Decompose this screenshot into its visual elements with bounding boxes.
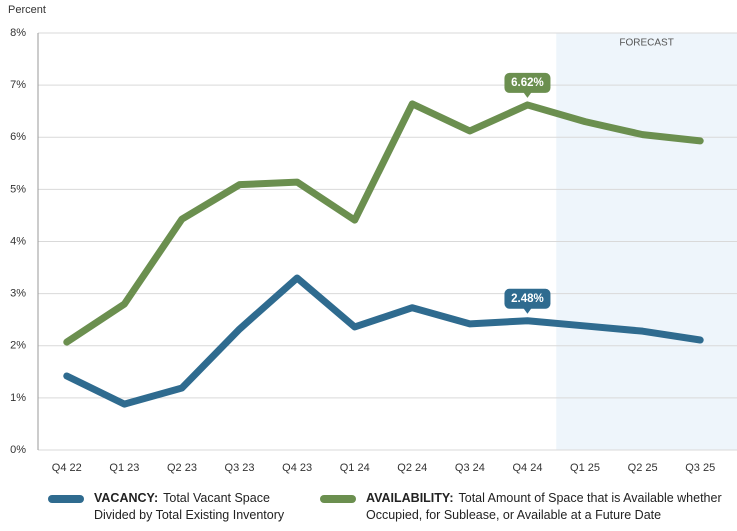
x-tick-label: Q2 24 xyxy=(397,462,427,474)
legend-swatch xyxy=(320,495,356,503)
y-tick-label: 7% xyxy=(10,79,26,91)
data-label-box xyxy=(504,288,551,309)
x-tick-label: Q2 23 xyxy=(167,462,197,474)
y-tick-label: 2% xyxy=(10,340,26,352)
x-tick-label: Q4 22 xyxy=(52,462,82,474)
x-tick-label: Q1 25 xyxy=(570,462,600,474)
y-tick-label: 5% xyxy=(10,183,26,195)
data-label: 6.62% xyxy=(511,77,544,89)
y-tick-label: 8% xyxy=(10,27,26,39)
data-label: 2.48% xyxy=(511,293,544,305)
series-line xyxy=(63,100,704,346)
y-axis-label: Percent xyxy=(8,4,46,16)
x-tick-label: Q4 24 xyxy=(512,462,542,474)
legend-name: AVAILABILITY: xyxy=(366,491,454,505)
x-tick-label: Q1 24 xyxy=(340,462,370,474)
data-label-box xyxy=(504,72,551,93)
y-tick-label: 3% xyxy=(10,288,26,300)
legend-item: AVAILABILITY: Total Amount of Space that … xyxy=(320,490,730,524)
x-tick-label: Q3 24 xyxy=(455,462,485,474)
legend-text: AVAILABILITY: Total Amount of Space that … xyxy=(366,490,730,524)
legend-swatch xyxy=(48,495,84,503)
x-tick-label: Q2 25 xyxy=(628,462,658,474)
legend-item: VACANCY: Total Vacant Space Divided by To… xyxy=(48,490,288,524)
x-tick-label: Q3 25 xyxy=(685,462,715,474)
legend-description: Total Amount of Space that is Available … xyxy=(366,491,722,522)
y-tick-label: 6% xyxy=(10,131,26,143)
data-label-pointer xyxy=(523,92,532,98)
legend-description: Total Vacant Space Divided by Total Exis… xyxy=(94,491,285,522)
legend-text: VACANCY: Total Vacant Space Divided by To… xyxy=(94,490,288,524)
legend-name: VACANCY: xyxy=(94,491,159,505)
series-line xyxy=(63,274,704,408)
y-tick-label: 4% xyxy=(10,235,26,247)
y-tick-label: 0% xyxy=(10,444,26,456)
x-tick-label: Q4 23 xyxy=(282,462,312,474)
data-label-pointer xyxy=(523,308,532,314)
x-tick-label: Q3 23 xyxy=(225,462,255,474)
forecast-label: FORECAST xyxy=(619,38,673,49)
y-tick-label: 1% xyxy=(10,392,26,404)
x-tick-label: Q1 23 xyxy=(109,462,139,474)
chart: Percent FORECAST 0% 1% 2% 3% 4% 5% 6% 7% 8% Q4 22 Q… xyxy=(8,4,737,474)
